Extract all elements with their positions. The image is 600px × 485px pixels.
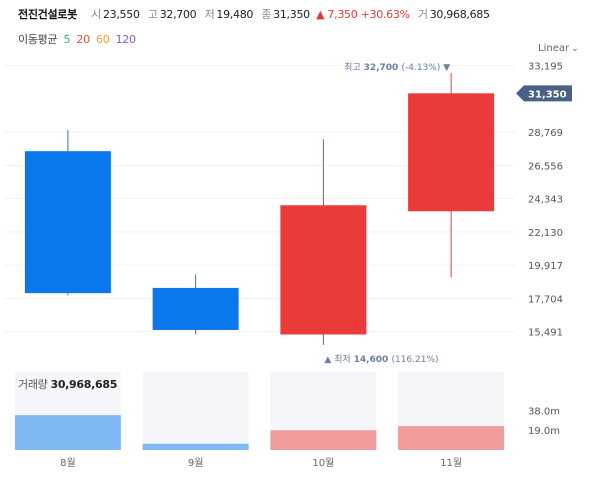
volume-tick-label: 38.0m	[528, 406, 560, 417]
open-label: 시	[91, 8, 101, 21]
volume-bar	[398, 426, 505, 450]
ma-60[interactable]: 60	[96, 33, 110, 46]
x-tick-label: 9월	[188, 457, 204, 469]
max-price-annotation: 최고 32,700 (-4.13%) ▼	[344, 62, 450, 73]
scale-toggle[interactable]: Linear ⌄	[538, 43, 579, 54]
ma-20[interactable]: 20	[76, 33, 90, 46]
volume-value: 30,968,685	[429, 8, 490, 21]
volume-bar	[14, 415, 121, 450]
low-label: 저	[204, 8, 215, 21]
y-tick-label: 26,556	[528, 161, 563, 172]
volume-title-value: 30,968,685	[50, 378, 118, 391]
chevron-down-icon: ⌄	[571, 44, 579, 54]
y-tick-label: 17,704	[528, 294, 563, 305]
y-tick-label: 33,195	[528, 62, 563, 73]
high-label: 고	[147, 8, 158, 21]
volume-title-label: 거래량	[18, 378, 48, 391]
moving-average-label: 이동평균	[18, 33, 58, 46]
candle-body	[152, 287, 239, 330]
min-price-annotation: ▲ 최저 14,600 (116.21%)	[324, 354, 438, 365]
low-value: 19,480	[216, 8, 254, 21]
candle-body	[280, 205, 367, 335]
volume-panel-bg	[142, 372, 249, 450]
high-value: 32,700	[159, 8, 197, 21]
current-price-label: 31,350	[528, 89, 567, 100]
close-value: 31,350	[273, 8, 310, 21]
y-tick-label: 19,917	[528, 261, 563, 272]
x-tick-label: 11월	[440, 457, 462, 469]
x-tick-label: 8월	[60, 457, 76, 469]
y-tick-label: 24,343	[528, 195, 563, 206]
volume-title: 거래량 30,968,685	[18, 376, 117, 392]
current-price-tag	[516, 85, 572, 102]
moving-average-legend: 이동평균 5 20 60 120	[18, 31, 139, 47]
candle-body	[408, 93, 495, 212]
volume-label: 거	[417, 8, 428, 21]
open-value: 23,550	[102, 8, 140, 21]
y-tick-label: 22,130	[528, 228, 563, 239]
x-tick-label: 10월	[312, 457, 334, 469]
stock-name: 전진건설로봇	[18, 8, 77, 21]
y-tick-label: 28,769	[528, 128, 563, 139]
volume-bar	[142, 443, 249, 450]
ma-120[interactable]: 120	[115, 33, 136, 46]
price-summary: 전진건설로봇 시 23,550 고 32,700 저 19,480 종 31,350 ▲…	[18, 6, 490, 22]
scale-toggle-label: Linear	[538, 43, 570, 54]
y-tick-label: 15,491	[528, 328, 563, 339]
volume-bar	[270, 430, 377, 450]
volume-tick-label: 19.0m	[528, 426, 560, 437]
change-value: ▲ 7,350 +30.63%	[316, 8, 410, 21]
close-label: 종	[261, 8, 272, 21]
candle-body	[24, 151, 111, 294]
ma-5[interactable]: 5	[63, 33, 71, 46]
